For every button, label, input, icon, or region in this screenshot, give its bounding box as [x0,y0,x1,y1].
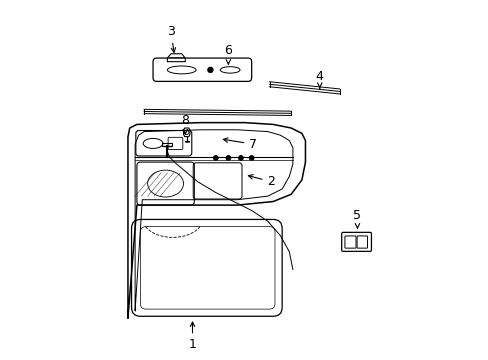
Text: 5: 5 [353,210,361,228]
Text: 8: 8 [181,114,189,134]
Text: 6: 6 [224,44,232,64]
Text: 4: 4 [315,69,323,88]
Text: 1: 1 [188,322,196,351]
Text: 2: 2 [248,175,275,188]
Circle shape [207,67,212,72]
Circle shape [213,156,218,160]
Text: 7: 7 [223,138,257,150]
Circle shape [249,156,253,160]
Circle shape [226,156,230,160]
Text: 3: 3 [167,25,175,52]
Circle shape [238,156,243,160]
